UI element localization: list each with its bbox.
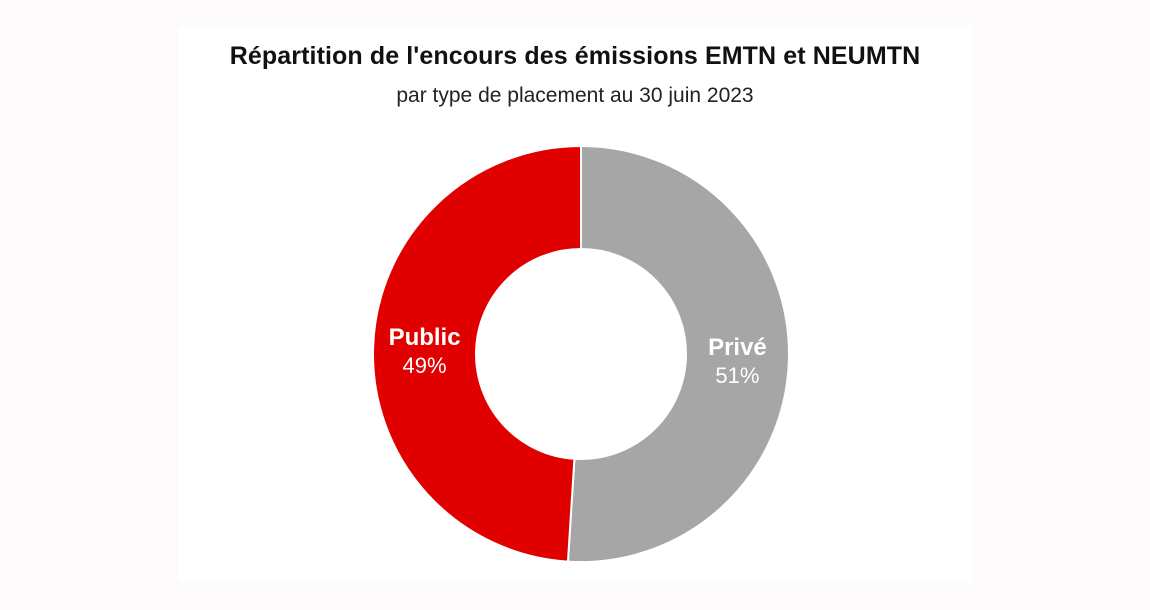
chart-title: Répartition de l'encours des émissions E…: [229, 42, 921, 70]
slice-value-prive: 51%: [715, 363, 759, 388]
slice-value-public: 49%: [403, 353, 447, 378]
donut-slice-public: [372, 144, 582, 563]
slice-label-public: Public: [389, 324, 461, 351]
slice-label-prive: Privé: [708, 334, 767, 361]
chart-subtitle: par type de placement au 30 juin 2023: [396, 84, 754, 107]
donut-slice-prive: [566, 144, 790, 563]
